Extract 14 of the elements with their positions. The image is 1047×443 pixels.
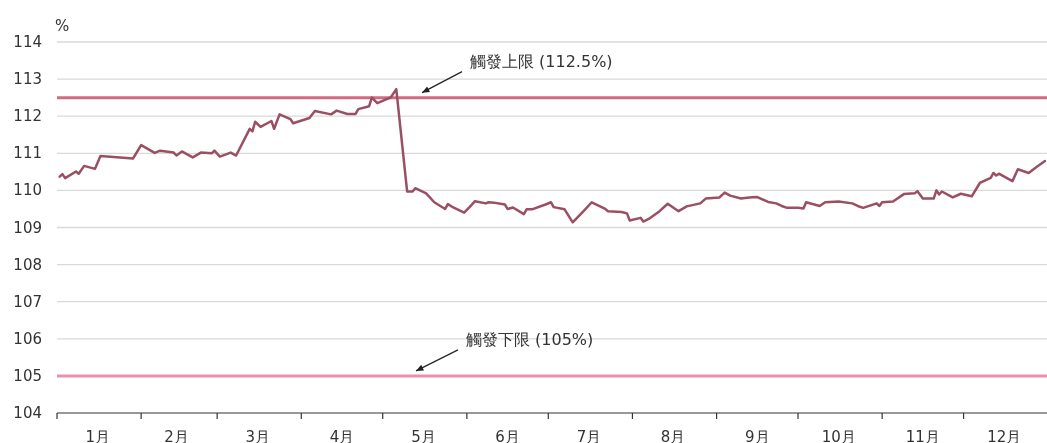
y-tick-label: 114 [13,33,42,51]
y-tick-label: 112 [13,107,42,126]
y-tick-label: 111 [13,144,42,163]
y-tick-label: 104 [13,404,42,422]
y-axis-title: % [55,17,70,35]
y-tick-label: 106 [13,329,42,348]
y-tick-label: 113 [13,70,42,89]
y-tick-label: 108 [13,255,42,274]
y-tick-label: 107 [13,292,42,311]
ref-line-label: 觸發下限 (105%) [466,329,594,349]
y-tick-label: 105 [13,366,42,385]
ref-line-label: 觸發上限 (112.5%) [470,51,613,71]
y-tick-label: 109 [13,218,42,237]
y-tick-label: 110 [13,181,42,200]
